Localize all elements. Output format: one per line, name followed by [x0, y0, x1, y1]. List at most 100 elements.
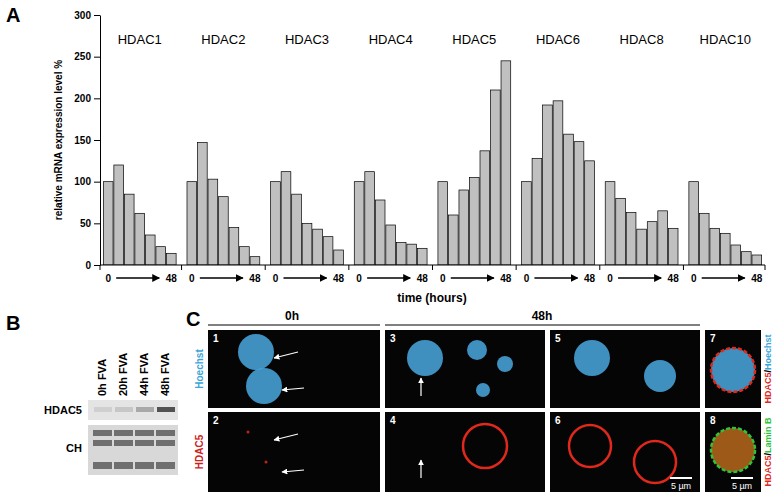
bar	[354, 182, 364, 265]
bar	[135, 213, 145, 265]
x-end-label: 48	[751, 273, 763, 284]
merge-label-part: Lamin B	[763, 417, 773, 453]
micrograph: 85 µm	[705, 412, 761, 492]
bar	[417, 248, 427, 265]
cell	[569, 425, 611, 467]
tick: 200	[74, 93, 100, 104]
tick-label: 150	[74, 135, 91, 146]
blot-band	[156, 440, 175, 446]
x-start-label: 0	[440, 273, 446, 284]
group-separator	[181, 265, 182, 270]
tile-number: 6	[555, 415, 561, 426]
bar	[271, 182, 281, 265]
bar	[553, 101, 563, 265]
blot-strip	[88, 400, 178, 420]
cell	[463, 424, 507, 468]
bar	[710, 228, 720, 265]
bar	[386, 225, 396, 265]
lane-label: 48h FVA	[159, 353, 171, 396]
bar	[396, 243, 406, 266]
bar	[219, 197, 229, 265]
cell	[476, 383, 490, 397]
group-separator	[265, 265, 266, 270]
bar	[574, 142, 584, 265]
bar	[616, 198, 626, 265]
group-separator	[683, 265, 684, 270]
bar	[585, 161, 595, 265]
group-separator	[765, 265, 766, 270]
bar	[365, 172, 375, 265]
lane-label: 0h FVA	[96, 359, 108, 396]
bar	[469, 178, 479, 266]
bar	[302, 223, 312, 265]
bar	[156, 247, 166, 265]
bar	[438, 182, 448, 265]
panel-letter: A	[6, 4, 20, 26]
bar	[491, 90, 501, 265]
tick-mark	[94, 15, 100, 16]
cell	[711, 348, 755, 392]
panel-letter: C	[186, 308, 200, 330]
pointer-arrow	[282, 470, 304, 472]
tick-mark	[94, 223, 100, 224]
blot-band	[135, 462, 154, 469]
tick: 300	[74, 10, 100, 21]
cell	[574, 340, 610, 376]
micrograph: 7	[705, 330, 761, 408]
scale-bar	[731, 477, 753, 479]
time-arrow	[116, 277, 159, 278]
series-label: HDAC5	[452, 32, 496, 47]
bar	[501, 61, 511, 265]
channel-label: Hoechst	[194, 349, 205, 389]
lane-label: 20h FVA	[117, 353, 129, 396]
bar	[564, 134, 574, 265]
group-separator	[348, 265, 349, 270]
bar	[689, 182, 699, 265]
tick-label: 250	[74, 51, 91, 62]
tile-number: 3	[390, 333, 396, 344]
micrograph-bg	[705, 330, 761, 408]
y-axis-title: relative mRNA expression level %	[53, 60, 64, 220]
tick-mark	[94, 265, 100, 266]
series-label: HDAC2	[201, 32, 245, 47]
bar	[208, 179, 218, 265]
bar	[720, 233, 730, 265]
blot-band	[157, 407, 175, 412]
tick: 150	[74, 135, 100, 146]
tick-label: 0	[85, 260, 91, 271]
series-label: HDAC10	[700, 32, 751, 47]
channel-label: HDAC5	[194, 434, 205, 469]
bar	[323, 237, 333, 265]
tick-label: 200	[74, 93, 91, 104]
merge-label: HDAC5/Hoechst	[763, 334, 773, 403]
x-end-label: 48	[584, 273, 596, 284]
blot-band	[115, 407, 133, 412]
bar	[145, 235, 155, 265]
tick-mark	[94, 182, 100, 183]
series-label: HDAC6	[536, 32, 580, 47]
bar	[459, 190, 469, 265]
group-separator	[516, 265, 517, 270]
time-arrow	[283, 277, 326, 278]
bar	[198, 143, 208, 266]
axis-line	[100, 16, 101, 266]
time-rule	[385, 325, 700, 326]
pointer-arrow	[420, 378, 421, 396]
bar	[480, 151, 490, 265]
lane-label: 44h FVA	[138, 353, 150, 396]
cell	[247, 431, 250, 434]
cell	[246, 368, 282, 404]
bar	[103, 182, 113, 265]
cell	[407, 340, 443, 376]
panel-letter: B	[6, 312, 20, 334]
blot-band	[93, 430, 112, 436]
bar	[334, 250, 344, 265]
cell	[644, 360, 676, 392]
bar	[626, 213, 636, 266]
tick: 0	[85, 260, 100, 271]
bar	[407, 244, 417, 265]
bar	[240, 247, 250, 265]
micrograph-bg	[705, 412, 761, 492]
tick-mark	[94, 140, 100, 141]
time-arrow	[618, 277, 661, 278]
